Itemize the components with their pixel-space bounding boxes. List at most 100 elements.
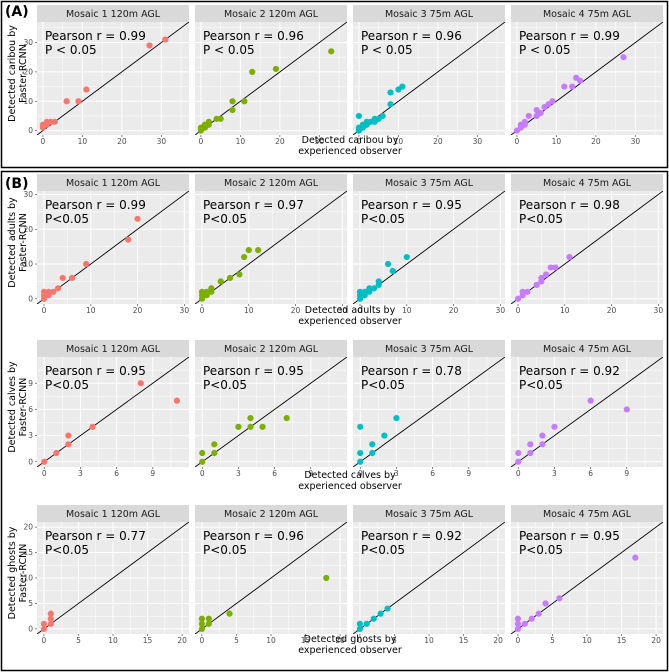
pearson-annotation: Pearson r = 0.95 — [45, 364, 146, 378]
part-a-frame — [0, 0, 669, 169]
x-tick-label: 20 — [591, 137, 601, 146]
data-point — [561, 83, 568, 90]
y-tick-label: 9 — [28, 379, 33, 388]
data-point — [384, 605, 391, 612]
data-point — [384, 260, 392, 268]
panel-plot-area — [353, 22, 505, 135]
data-point — [389, 267, 396, 275]
pearson-annotation: Pearson r = 0.97 — [203, 198, 304, 212]
panel-plot-area — [353, 191, 505, 304]
x-tick-label: 20 — [651, 636, 661, 645]
panel-caribou-mosaic2: Mosaic 2 120m AGL Pearson r = 0.96P < 0.0… — [195, 5, 347, 146]
pearson-annotation: Pearson r = 0.78 — [361, 364, 462, 378]
panel-strip — [353, 505, 505, 522]
panel-title: Mosaic 3 75m AGL — [385, 344, 474, 355]
x-tick-label: 9 — [624, 469, 629, 478]
y-axis-title-line: Detected ghosts by — [7, 526, 18, 619]
panel-strip — [195, 5, 347, 22]
panel-calves-mosaic4: Mosaic 4 75m AGL Pearson r = 0.92P<0.05 0 3… — [511, 340, 663, 478]
y-axis-title-line: Detected caribou by — [7, 25, 18, 122]
p-value-annotation: P<0.05 — [361, 378, 405, 392]
data-point — [587, 397, 594, 404]
x-tick-label: 5 — [76, 636, 81, 645]
x-axis-title-line: experienced observer — [298, 481, 402, 492]
data-point — [137, 380, 144, 387]
data-point — [515, 449, 522, 457]
data-point — [369, 441, 376, 448]
one-to-one-line — [37, 522, 189, 634]
x-tick-label: 3 — [394, 469, 399, 478]
x-tick-label: 0 — [42, 306, 47, 315]
panel-title: Mosaic 4 75m AGL — [543, 344, 632, 355]
data-point — [134, 215, 141, 222]
x-tick-label: 10 — [86, 306, 96, 315]
data-point — [556, 595, 563, 602]
x-tick-label: 20 — [493, 636, 503, 645]
one-to-one-line — [37, 191, 189, 304]
part-b-label: (B) — [5, 176, 28, 192]
data-point — [357, 423, 364, 430]
x-tick-label: 15 — [301, 636, 311, 645]
panel-plot-area — [511, 191, 663, 304]
x-tick-label: 15 — [617, 636, 627, 645]
data-point — [51, 118, 58, 125]
x-tick-label: 5 — [550, 636, 555, 645]
panel-ghosts-mosaic1: Mosaic 1 120m AGL Pearson r = 0.77P<0.05 0… — [23, 505, 189, 645]
data-point — [403, 253, 410, 261]
data-point — [211, 449, 218, 457]
pearson-annotation: Pearson r = 0.96 — [203, 529, 304, 543]
data-point — [527, 441, 534, 448]
panel-plot-area — [195, 191, 347, 304]
panel-plot-area — [195, 22, 347, 135]
data-point — [125, 236, 132, 243]
p-value-annotation: P < 0.05 — [203, 43, 255, 57]
data-point — [68, 274, 76, 282]
data-point — [515, 458, 522, 465]
pearson-annotation: Pearson r = 0.99 — [519, 29, 620, 43]
data-point — [381, 432, 388, 439]
data-point — [620, 54, 627, 61]
x-tick-label: 6 — [430, 469, 435, 478]
panel-strip — [195, 340, 347, 357]
data-point — [247, 423, 254, 430]
data-point — [255, 247, 262, 254]
x-axis-title: Detected calves by experienced observer — [298, 470, 402, 492]
data-point — [47, 610, 54, 617]
panel-plot-area — [195, 522, 347, 634]
data-point — [521, 620, 528, 627]
panel-ghosts-mosaic2: Mosaic 2 120m AGL Pearson r = 0.96P<0.05 0… — [195, 505, 347, 645]
panel-caribou-mosaic4: Mosaic 4 75m AGL Pearson r = 0.99P < 0.05… — [511, 5, 663, 146]
x-tick-label: 6 — [114, 469, 119, 478]
data-point — [205, 615, 212, 622]
data-point — [547, 264, 554, 271]
panel-strip — [37, 505, 189, 522]
x-tick-label: 5 — [392, 636, 397, 645]
p-value-annotation: P<0.05 — [519, 212, 563, 226]
y-axis-title-line: Detected calves by — [7, 361, 18, 453]
panel-plot-area — [37, 357, 189, 467]
panel-title: Mosaic 1 120m AGL — [66, 509, 161, 520]
data-point — [217, 115, 224, 122]
data-point — [514, 625, 522, 633]
pearson-annotation: Pearson r = 0.98 — [519, 198, 620, 212]
data-point — [203, 288, 210, 295]
panel-title: Mosaic 3 75m AGL — [385, 509, 474, 520]
panel-title: Mosaic 4 75m AGL — [543, 9, 632, 20]
x-tick-label: 20 — [607, 306, 617, 315]
y-axis-title-line: Detected adults by — [7, 197, 18, 288]
panel-adults-mosaic1: Mosaic 1 120m AGL Pearson r = 0.99P<0.05 0… — [23, 174, 189, 315]
x-tick-label: 0 — [357, 137, 362, 146]
panel-ghosts-mosaic3: Mosaic 3 75m AGL Pearson r = 0.92P<0.05 0 5… — [353, 505, 505, 645]
x-axis-title-line: Detected adults by — [305, 305, 396, 316]
x-tick-label: 30 — [654, 306, 664, 315]
x-tick-label: 3 — [236, 469, 241, 478]
y-tick-label: 3 — [28, 431, 33, 440]
data-point — [549, 98, 556, 105]
data-point — [566, 253, 573, 261]
x-axis-title: Detected caribou by experienced observer — [298, 135, 402, 157]
data-point — [355, 112, 363, 120]
data-point — [356, 620, 364, 627]
x-tick-label: 3 — [78, 469, 83, 478]
panel-plot-area — [353, 522, 505, 634]
